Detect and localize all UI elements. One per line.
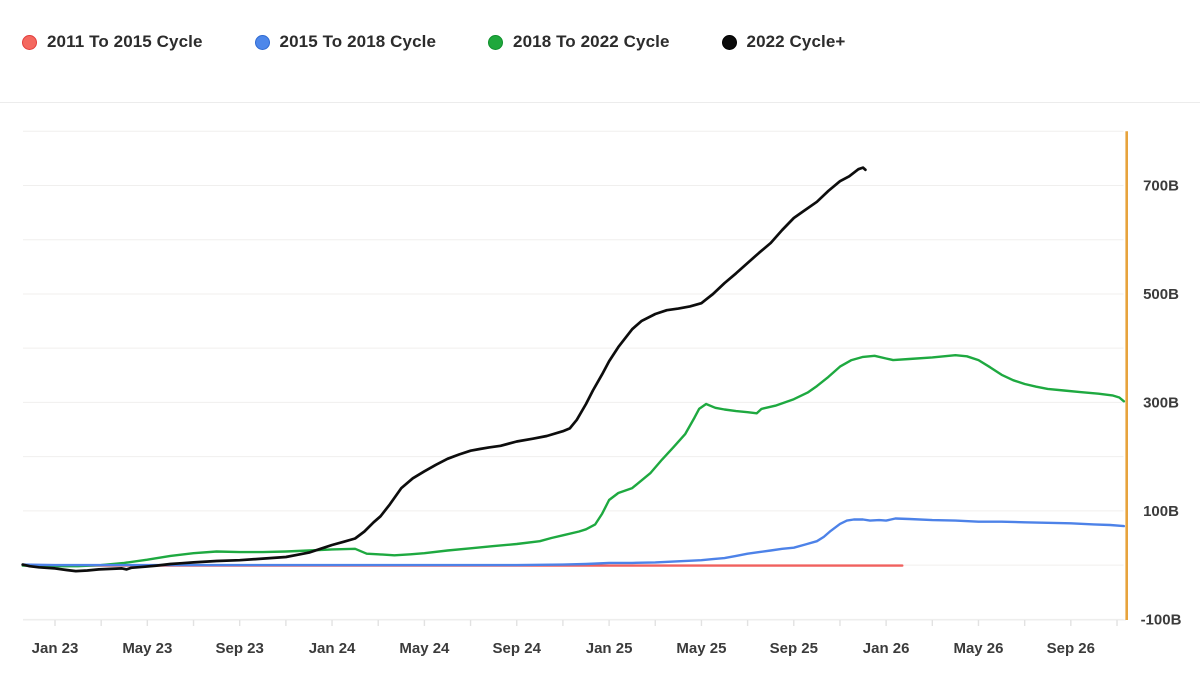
x-axis-tick-label: Jan 25 — [586, 640, 633, 657]
chart-legend: 2011 To 2015 Cycle 2015 To 2018 Cycle 20… — [0, 0, 1200, 103]
x-axis-labels: Jan 23 May 23 Sep 23 Jan 24 May 24 Sep 24 Jan … — [32, 640, 1095, 657]
y-axis-tick-label: 700B — [1143, 177, 1179, 194]
legend-marker-icon — [22, 34, 37, 50]
x-axis-tick-label: May 26 — [953, 640, 1003, 657]
series-line-2022-cycle-[interactable] — [21, 166, 867, 573]
series-line-2015-to-2018-cycle[interactable] — [21, 517, 1126, 567]
x-axis-tick-label: Sep 25 — [770, 640, 818, 657]
legend-item-2015-2018[interactable]: 2015 To 2018 Cycle — [254, 32, 437, 52]
legend-item-label: 2022 Cycle+ — [746, 32, 846, 51]
legend-item-label: 2015 To 2018 Cycle — [279, 32, 437, 51]
x-axis-tick-label: May 23 — [122, 640, 172, 657]
legend-item-2011-2015[interactable]: 2011 To 2015 Cycle — [22, 32, 203, 52]
x-axis-tick-label: Sep 23 — [216, 640, 264, 657]
x-axis-tick-label: May 25 — [676, 640, 726, 657]
x-axis-tick-label: Jan 23 — [32, 640, 79, 657]
legend-item-2022-plus[interactable]: 2022 Cycle+ — [721, 32, 846, 52]
x-axis-tick-label: Sep 26 — [1047, 640, 1095, 657]
y-axis-tick-label: 300B — [1143, 394, 1179, 411]
y-axis-tick-label: 100B — [1143, 503, 1179, 520]
legend-marker-icon — [488, 34, 504, 50]
x-axis-tick-label: May 24 — [399, 640, 450, 657]
x-axis-tick-label: Sep 24 — [493, 640, 542, 657]
y-axis-labels: 700B 500B 300B 100B -100B — [1141, 177, 1182, 628]
legend-marker-icon — [721, 34, 737, 50]
legend-item-label: 2018 To 2022 Cycle — [513, 32, 670, 51]
x-axis-tick-label: Jan 26 — [863, 640, 910, 657]
legend-item-label: 2011 To 2015 Cycle — [47, 32, 203, 51]
gridlines — [23, 130, 1124, 620]
y-axis-tick-label: 500B — [1143, 286, 1179, 303]
y-axis-tick-label: -100B — [1141, 611, 1182, 628]
legend-item-2018-2022[interactable]: 2018 To 2022 Cycle — [488, 32, 669, 52]
legend-marker-icon — [254, 34, 270, 50]
x-axis-tick-label: Jan 24 — [309, 640, 356, 657]
x-axis-ticks — [54, 620, 1118, 626]
series-line-2018-to-2022-cycle[interactable] — [21, 354, 1126, 568]
